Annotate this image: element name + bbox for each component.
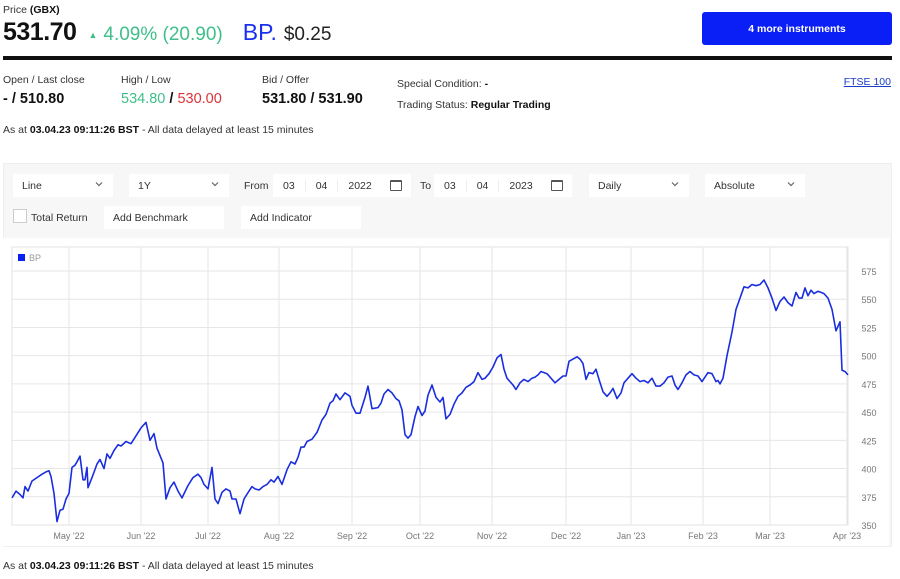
chevron-down-icon	[671, 182, 679, 187]
timestamp-datetime: 03.04.23 09:11:26 BST	[29, 560, 140, 572]
chevron-down-icon	[211, 182, 219, 187]
special-condition-value: -	[484, 78, 489, 90]
to-date-input[interactable]: 03 04 2023	[434, 174, 572, 197]
scale-value: Absolute	[714, 179, 755, 192]
y-tick-label: 525	[861, 323, 876, 333]
high-low: High / Low 534.80 / 530.00	[121, 74, 222, 107]
data-timestamp-bottom: As at 03.04.23 09:11:26 BST - All data d…	[3, 560, 314, 572]
y-tick-label: 575	[861, 267, 876, 277]
chevron-down-icon	[787, 182, 795, 187]
from-date-input[interactable]: 03 04 2022	[273, 174, 411, 197]
ticker-usd-price: $0.25	[283, 24, 332, 45]
x-tick-label: Jul '22	[195, 531, 221, 541]
open-last-close-value: - / 510.80	[3, 91, 65, 107]
legend-label: BP	[29, 253, 41, 263]
open-last-close: Open / Last close - / 510.80	[3, 74, 85, 107]
high-low-label: High / Low	[121, 74, 171, 86]
price-label: Price (GBX)	[3, 4, 60, 16]
scale-select[interactable]: Absolute	[705, 174, 805, 197]
high-low-separator: /	[165, 91, 178, 107]
calendar-icon[interactable]	[550, 180, 563, 191]
day-low: 530.00	[177, 91, 222, 107]
y-tick-label: 450	[861, 408, 876, 418]
y-tick-label: 550	[861, 295, 876, 305]
day-high: 534.80	[121, 91, 166, 107]
timestamp-datetime: 03.04.23 09:11:26 BST	[29, 124, 140, 136]
price-label-text: Price	[3, 4, 27, 16]
high-low-value: 534.80 / 530.00	[121, 91, 222, 107]
x-tick-label: Jun '22	[127, 531, 156, 541]
from-label: From	[244, 180, 269, 192]
series-line-bp[interactable]	[11, 279, 849, 523]
bid-offer: Bid / Offer 531.80 / 531.90	[262, 74, 363, 107]
from-month[interactable]: 04	[306, 179, 339, 192]
x-tick-label: Aug '22	[264, 531, 294, 541]
to-label: To	[420, 180, 432, 192]
y-tick-label: 375	[861, 493, 876, 503]
y-tick-label: 475	[861, 380, 876, 390]
chevron-down-icon	[95, 182, 103, 187]
plot-area	[11, 246, 849, 526]
total-return-checkbox[interactable]	[13, 209, 27, 223]
line-chart-svg[interactable]: 350 375 400 425 450 475 500 525 550 575 May '22 Jun…	[3, 238, 889, 546]
bid-offer-label: Bid / Offer	[262, 74, 310, 86]
legend-swatch-icon	[18, 254, 25, 261]
to-day[interactable]: 03	[434, 179, 467, 192]
y-tick-label: 500	[861, 352, 876, 362]
open-last-close-label: Open / Last close	[3, 74, 85, 86]
timestamp-suffix: - All data delayed at least 15 minutes	[139, 560, 314, 572]
x-tick-label: Feb '23	[688, 531, 718, 541]
interval-value: Daily	[598, 179, 622, 192]
add-indicator-input[interactable]: Add Indicator	[241, 206, 361, 229]
data-timestamp-top: As at 03.04.23 09:11:26 BST - All data d…	[3, 124, 314, 136]
up-arrow-icon: ▲	[88, 30, 98, 40]
bid-offer-value: 531.80 / 531.90	[262, 91, 363, 107]
from-day[interactable]: 03	[273, 179, 306, 192]
calendar-icon[interactable]	[389, 180, 402, 191]
header-divider	[3, 56, 892, 60]
price-headline: 531.70 ▲ 4.09% (20.90) BP. $0.25	[3, 18, 331, 52]
x-tick-label: Apr '23	[833, 531, 861, 541]
price-change: ▲ 4.09% (20.90)	[88, 24, 222, 46]
to-year[interactable]: 2023	[509, 179, 533, 192]
interval-select[interactable]: Daily	[589, 174, 689, 197]
price-change-value: 4.09% (20.90)	[103, 24, 223, 45]
add-benchmark-input[interactable]: Add Benchmark	[104, 206, 224, 229]
x-tick-label: Dec '22	[551, 531, 581, 541]
period-value: 1Y	[138, 179, 151, 192]
trading-status-value: Regular Trading	[470, 99, 551, 111]
to-month[interactable]: 04	[467, 179, 500, 192]
more-instruments-button[interactable]: 4 more instruments	[702, 12, 892, 45]
trading-status: Trading Status: Regular Trading	[397, 95, 551, 116]
y-tick-label: 425	[861, 436, 876, 446]
x-tick-label: Mar '23	[755, 531, 785, 541]
y-tick-label: 400	[861, 465, 876, 475]
current-price: 531.70	[3, 18, 77, 46]
x-tick-label: Sep '22	[337, 531, 367, 541]
chart-type-value: Line	[22, 179, 42, 192]
y-tick-label: 350	[861, 521, 876, 531]
x-tick-label: Nov '22	[477, 531, 507, 541]
ftse-100-link[interactable]: FTSE 100	[843, 76, 891, 88]
total-return-label: Total Return	[31, 212, 88, 224]
from-year[interactable]: 2022	[348, 179, 372, 192]
special-condition-label: Special Condition:	[397, 78, 482, 90]
x-tick-label: May '22	[53, 531, 84, 541]
timestamp-prefix: As at	[3, 124, 27, 136]
x-tick-label: Oct '22	[406, 531, 434, 541]
timestamp-prefix: As at	[3, 560, 27, 572]
period-select[interactable]: 1Y	[129, 174, 229, 197]
trading-status-label: Trading Status:	[397, 99, 468, 111]
trading-conditions: Special Condition: - Trading Status: Reg…	[397, 74, 551, 116]
ticker-symbol: BP.	[242, 19, 277, 45]
currency-code: (GBX)	[29, 4, 60, 16]
x-tick-label: Jan '23	[617, 531, 646, 541]
timestamp-suffix: - All data delayed at least 15 minutes	[139, 124, 314, 136]
special-condition: Special Condition: -	[397, 74, 551, 95]
price-chart: 350 375 400 425 450 475 500 525 550 575 May '22 Jun…	[3, 238, 889, 546]
chart-type-select[interactable]: Line	[13, 174, 113, 197]
